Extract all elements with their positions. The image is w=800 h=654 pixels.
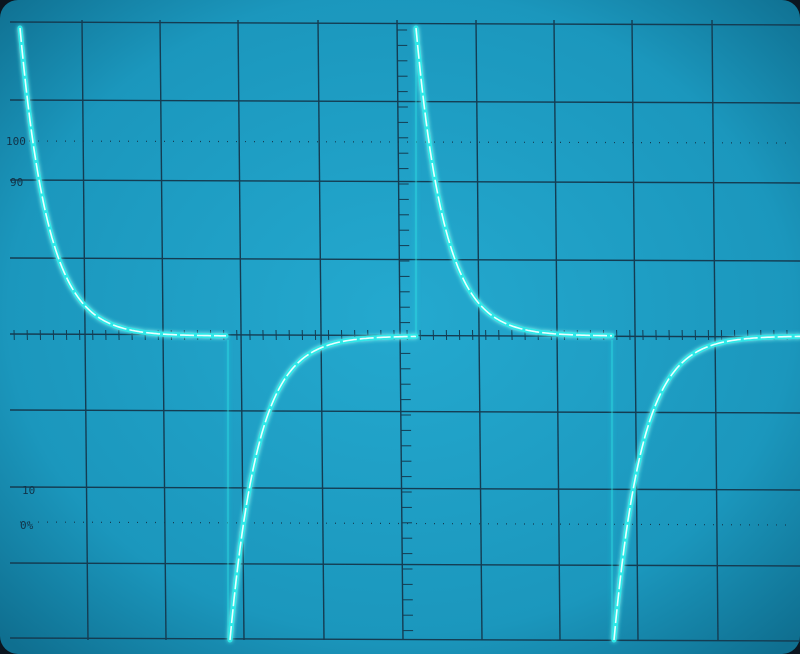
- grid-hline-6: [9, 486, 800, 491]
- grid-vline-7: [631, 19, 639, 641]
- grid-hline-1: [9, 99, 800, 104]
- grid-vline-3: [317, 19, 325, 641]
- spike-negative-1: [229, 335, 416, 641]
- spike-positive-1: [19, 27, 226, 337]
- grid-hline-2: [9, 179, 800, 184]
- spike-negative-2: [613, 335, 800, 641]
- grid-hline-3: [9, 257, 800, 262]
- label-10: 10: [22, 484, 35, 497]
- label-90: 90: [10, 176, 23, 189]
- grid-hline-7: [9, 562, 800, 567]
- spike-positive-2: [415, 27, 612, 337]
- waveform-trace: [17, 25, 800, 643]
- grid-hline-5: [9, 409, 800, 414]
- grid-vline-0: [81, 19, 89, 641]
- label-100: 100: [6, 135, 26, 148]
- label-0-percent: 0%: [20, 519, 34, 532]
- grid-hline-0: [9, 21, 800, 26]
- grid-vline-1: [159, 19, 167, 641]
- grid-vline-5: [475, 19, 483, 641]
- grid-vline-4: [396, 19, 404, 641]
- grid-hline-8: [9, 637, 800, 642]
- grid-vline-6: [553, 19, 561, 641]
- graticule-grid: [9, 19, 800, 642]
- grid-vline-8: [711, 19, 719, 641]
